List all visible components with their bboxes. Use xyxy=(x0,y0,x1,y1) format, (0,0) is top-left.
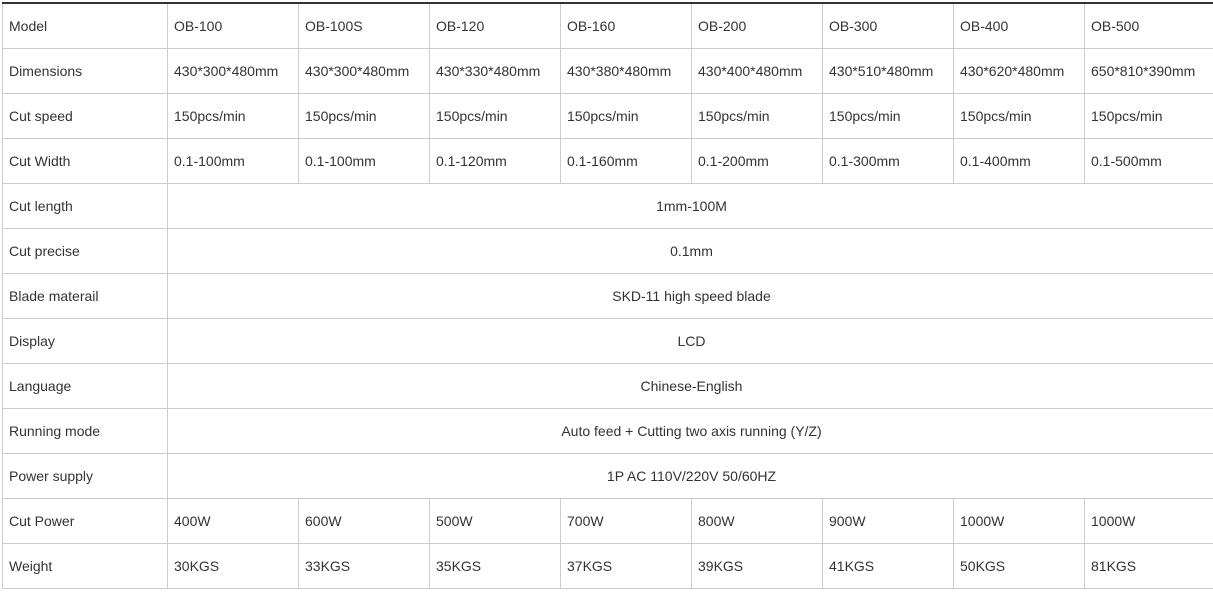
row-label: Cut speed xyxy=(3,94,168,139)
row-cell: OB-120 xyxy=(430,3,561,49)
row-cell: OB-200 xyxy=(692,3,823,49)
table-row: Dimensions430*300*480mm430*300*480mm430*… xyxy=(3,49,1213,94)
row-cell: 0.1-100mm xyxy=(168,139,299,184)
row-cell: 150pcs/min xyxy=(168,94,299,139)
row-merged-value: 0.1mm xyxy=(168,229,1213,274)
row-cell: 150pcs/min xyxy=(299,94,430,139)
spec-table: ModelOB-100OB-100SOB-120OB-160OB-200OB-3… xyxy=(2,2,1213,589)
row-cell: 0.1-120mm xyxy=(430,139,561,184)
row-cell: 900W xyxy=(823,499,954,544)
row-cell: 0.1-200mm xyxy=(692,139,823,184)
table-row: LanguageChinese-English xyxy=(3,364,1213,409)
row-merged-value: Chinese-English xyxy=(168,364,1213,409)
row-cell: 600W xyxy=(299,499,430,544)
row-cell: 500W xyxy=(430,499,561,544)
row-merged-value: LCD xyxy=(168,319,1213,364)
table-row: ModelOB-100OB-100SOB-120OB-160OB-200OB-3… xyxy=(3,3,1213,49)
row-merged-value: 1P AC 110V/220V 50/60HZ xyxy=(168,454,1213,499)
row-cell: OB-400 xyxy=(954,3,1085,49)
row-cell: 430*380*480mm xyxy=(561,49,692,94)
row-cell: 50KGS xyxy=(954,544,1085,589)
row-cell: 0.1-100mm xyxy=(299,139,430,184)
row-cell: 150pcs/min xyxy=(823,94,954,139)
row-label: Blade materail xyxy=(3,274,168,319)
table-row: Weight30KGS33KGS35KGS37KGS39KGS41KGS50KG… xyxy=(3,544,1213,589)
row-cell: 650*810*390mm xyxy=(1085,49,1213,94)
spec-table-body: ModelOB-100OB-100SOB-120OB-160OB-200OB-3… xyxy=(3,3,1213,589)
row-cell: 150pcs/min xyxy=(430,94,561,139)
row-cell: 150pcs/min xyxy=(561,94,692,139)
row-cell: 400W xyxy=(168,499,299,544)
table-row: Blade materailSKD-11 high speed blade xyxy=(3,274,1213,319)
row-cell: 37KGS xyxy=(561,544,692,589)
row-label: Language xyxy=(3,364,168,409)
table-row: DisplayLCD xyxy=(3,319,1213,364)
row-cell: 35KGS xyxy=(430,544,561,589)
row-cell: OB-100S xyxy=(299,3,430,49)
row-label: Weight xyxy=(3,544,168,589)
row-label: Model xyxy=(3,3,168,49)
row-cell: 430*300*480mm xyxy=(168,49,299,94)
row-cell: 430*510*480mm xyxy=(823,49,954,94)
row-cell: 1000W xyxy=(954,499,1085,544)
table-row: Cut speed150pcs/min150pcs/min150pcs/min1… xyxy=(3,94,1213,139)
table-row: Cut Power400W600W500W700W800W900W1000W10… xyxy=(3,499,1213,544)
row-cell: 41KGS xyxy=(823,544,954,589)
row-cell: 39KGS xyxy=(692,544,823,589)
row-merged-value: 1mm-100M xyxy=(168,184,1213,229)
row-label: Cut Width xyxy=(3,139,168,184)
table-row: Cut length1mm-100M xyxy=(3,184,1213,229)
row-cell: 0.1-160mm xyxy=(561,139,692,184)
table-row: Cut Width0.1-100mm0.1-100mm0.1-120mm0.1-… xyxy=(3,139,1213,184)
row-cell: 150pcs/min xyxy=(954,94,1085,139)
row-label: Running mode xyxy=(3,409,168,454)
row-cell: 800W xyxy=(692,499,823,544)
row-cell: 430*400*480mm xyxy=(692,49,823,94)
row-cell: 430*330*480mm xyxy=(430,49,561,94)
row-cell: OB-160 xyxy=(561,3,692,49)
row-label: Power supply xyxy=(3,454,168,499)
row-merged-value: SKD-11 high speed blade xyxy=(168,274,1213,319)
row-cell: 150pcs/min xyxy=(692,94,823,139)
row-merged-value: Auto feed + Cutting two axis running (Y/… xyxy=(168,409,1213,454)
row-label: Cut length xyxy=(3,184,168,229)
row-cell: OB-300 xyxy=(823,3,954,49)
row-label: Cut precise xyxy=(3,229,168,274)
row-cell: 1000W xyxy=(1085,499,1213,544)
row-cell: OB-500 xyxy=(1085,3,1213,49)
table-row: Running modeAuto feed + Cutting two axis… xyxy=(3,409,1213,454)
row-cell: 0.1-300mm xyxy=(823,139,954,184)
row-cell: 0.1-500mm xyxy=(1085,139,1213,184)
row-cell: 30KGS xyxy=(168,544,299,589)
row-label: Cut Power xyxy=(3,499,168,544)
row-cell: OB-100 xyxy=(168,3,299,49)
row-cell: 430*620*480mm xyxy=(954,49,1085,94)
row-cell: 700W xyxy=(561,499,692,544)
row-cell: 81KGS xyxy=(1085,544,1213,589)
row-label: Dimensions xyxy=(3,49,168,94)
row-cell: 150pcs/min xyxy=(1085,94,1213,139)
row-cell: 0.1-400mm xyxy=(954,139,1085,184)
row-label: Display xyxy=(3,319,168,364)
row-cell: 33KGS xyxy=(299,544,430,589)
table-row: Cut precise0.1mm xyxy=(3,229,1213,274)
row-cell: 430*300*480mm xyxy=(299,49,430,94)
table-row: Power supply1P AC 110V/220V 50/60HZ xyxy=(3,454,1213,499)
